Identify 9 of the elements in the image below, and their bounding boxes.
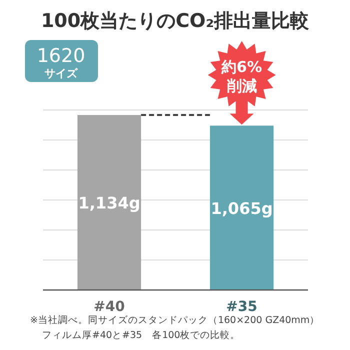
chart-title: 100枚当たりのCO₂排出量比較 (40, 10, 310, 32)
x-tick-label: #35 (226, 299, 258, 315)
text: フィルム厚#40と#35 各100枚での比較。 (42, 329, 240, 341)
x-tick-label: #40 (94, 299, 126, 315)
data-label: 1,065g (210, 198, 273, 218)
text: ※当社調べ。同サイズのスタンドパック（160×200 GZ40mm） (30, 314, 320, 326)
text: 1620 サイズ (36, 45, 86, 80)
annotation: 約6% 削減 (220, 58, 262, 95)
data-label: 1,134g (78, 194, 140, 212)
